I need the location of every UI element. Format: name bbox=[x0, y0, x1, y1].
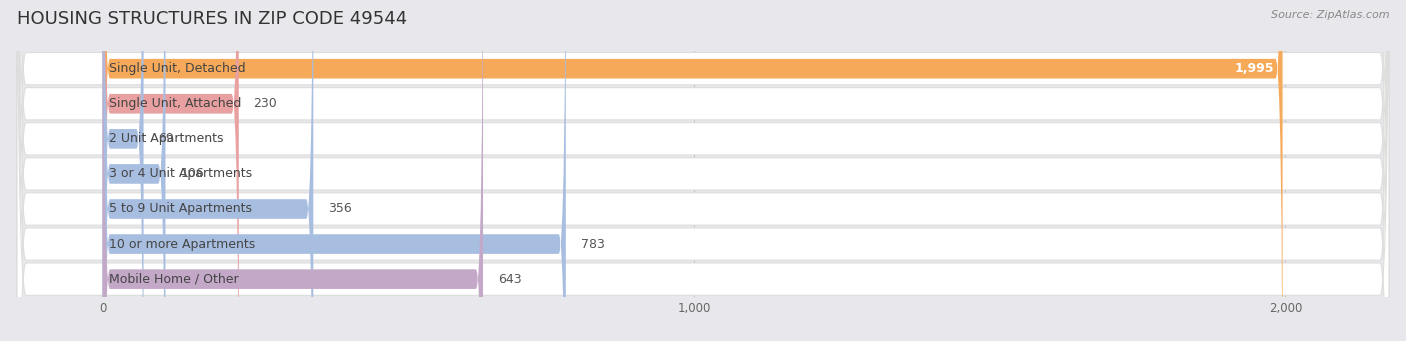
FancyBboxPatch shape bbox=[17, 0, 1389, 341]
Text: 643: 643 bbox=[498, 273, 522, 286]
Text: 2 Unit Apartments: 2 Unit Apartments bbox=[108, 132, 224, 145]
Text: Single Unit, Attached: Single Unit, Attached bbox=[108, 97, 240, 110]
FancyBboxPatch shape bbox=[103, 0, 239, 341]
Text: 3 or 4 Unit Apartments: 3 or 4 Unit Apartments bbox=[108, 167, 252, 180]
FancyBboxPatch shape bbox=[17, 0, 1389, 341]
Text: Mobile Home / Other: Mobile Home / Other bbox=[108, 273, 238, 286]
FancyBboxPatch shape bbox=[17, 0, 1389, 341]
FancyBboxPatch shape bbox=[103, 0, 565, 341]
Text: Source: ZipAtlas.com: Source: ZipAtlas.com bbox=[1271, 10, 1389, 20]
FancyBboxPatch shape bbox=[103, 0, 314, 341]
FancyBboxPatch shape bbox=[103, 0, 143, 341]
FancyBboxPatch shape bbox=[103, 0, 484, 341]
Text: 106: 106 bbox=[180, 167, 204, 180]
FancyBboxPatch shape bbox=[17, 0, 1389, 341]
Text: 5 to 9 Unit Apartments: 5 to 9 Unit Apartments bbox=[108, 203, 252, 216]
FancyBboxPatch shape bbox=[17, 0, 1389, 341]
FancyBboxPatch shape bbox=[17, 0, 1389, 341]
FancyBboxPatch shape bbox=[103, 0, 166, 341]
Text: 10 or more Apartments: 10 or more Apartments bbox=[108, 238, 254, 251]
FancyBboxPatch shape bbox=[17, 0, 1389, 341]
Text: 356: 356 bbox=[328, 203, 352, 216]
Text: 783: 783 bbox=[581, 238, 605, 251]
Text: HOUSING STRUCTURES IN ZIP CODE 49544: HOUSING STRUCTURES IN ZIP CODE 49544 bbox=[17, 10, 408, 28]
FancyBboxPatch shape bbox=[103, 0, 1282, 341]
Text: 230: 230 bbox=[253, 97, 277, 110]
Text: 1,995: 1,995 bbox=[1234, 62, 1274, 75]
Text: 69: 69 bbox=[159, 132, 174, 145]
Text: Single Unit, Detached: Single Unit, Detached bbox=[108, 62, 245, 75]
